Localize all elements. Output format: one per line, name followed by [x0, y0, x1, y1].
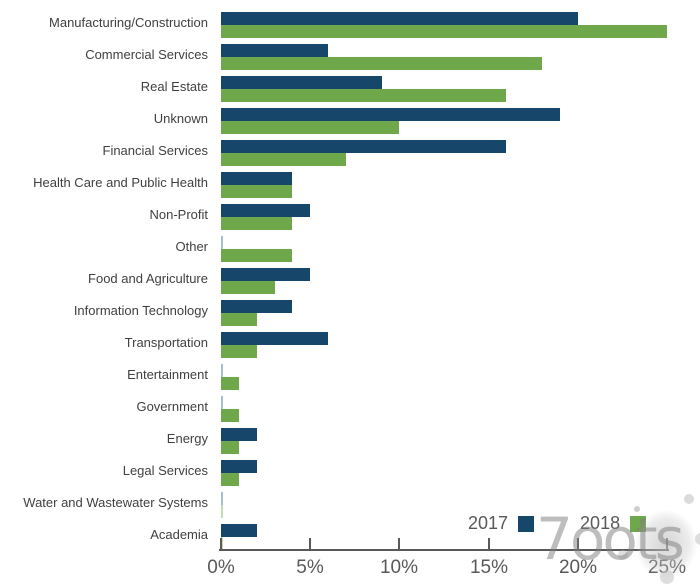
bar-2017 — [221, 492, 223, 505]
category-label: Information Technology — [73, 302, 208, 318]
category-label: Energy — [166, 430, 208, 446]
bar-2018 — [221, 25, 667, 38]
x-axis-tick — [577, 538, 579, 550]
category-label: Commercial Services — [85, 46, 208, 62]
bar-2018 — [221, 121, 399, 134]
bar-2018 — [221, 473, 239, 486]
chart-row: Government — [0, 390, 700, 422]
bar-2017 — [221, 428, 257, 441]
bar-2018 — [221, 185, 292, 198]
x-axis-tick — [309, 538, 311, 550]
bar-2018 — [221, 441, 239, 454]
x-axis-tick-label: 20% — [558, 557, 598, 578]
chart-row: Commercial Services — [0, 38, 700, 70]
chart-row: Non-Profit — [0, 198, 700, 230]
legend-item-2017: 2017 — [468, 513, 535, 534]
bar-2018 — [221, 57, 542, 70]
legend-label-2018: 2018 — [580, 513, 621, 533]
category-label: Food and Agriculture — [88, 270, 208, 286]
bar-2018 — [221, 249, 292, 262]
bar-2017 — [221, 44, 328, 57]
chart-legend: 2017 2018 — [468, 513, 647, 534]
chart-row: Energy — [0, 422, 700, 454]
category-label: Academia — [150, 526, 208, 542]
chart-row: Water and Wastewater Systems — [0, 486, 700, 518]
chart-row: Entertainment — [0, 358, 700, 390]
bar-2017 — [221, 460, 257, 473]
bar-2018 — [221, 345, 257, 358]
x-axis-tick-label: 0% — [207, 557, 235, 578]
legend-swatch-2018-icon — [630, 515, 647, 532]
category-label: Water and Wastewater Systems — [23, 494, 208, 510]
chart-row: Other — [0, 230, 700, 262]
legend-label-2017: 2017 — [468, 513, 509, 533]
bar-2017 — [221, 204, 310, 217]
bar-2017 — [221, 172, 292, 185]
bar-2018 — [221, 281, 275, 294]
chart-row: Legal Services — [0, 454, 700, 486]
chart-row: Unknown — [0, 102, 700, 134]
x-axis-line — [219, 549, 669, 551]
chart-row: Health Care and Public Health — [0, 166, 700, 198]
chart-row: Manufacturing/Construction — [0, 6, 700, 38]
bar-2018 — [221, 153, 346, 166]
bar-2017 — [221, 268, 310, 281]
x-axis-tick-label: 5% — [296, 557, 324, 578]
x-axis-tick — [398, 538, 400, 550]
chart-row: Information Technology — [0, 294, 700, 326]
bar-2018 — [221, 313, 257, 326]
x-axis-tick — [220, 538, 222, 550]
x-axis-tick-label: 25% — [647, 557, 687, 578]
bar-2018 — [221, 377, 239, 390]
bar-2018 — [221, 89, 506, 102]
bar-2018 — [221, 409, 239, 422]
category-label: Legal Services — [122, 462, 208, 478]
category-label: Financial Services — [102, 142, 209, 158]
x-axis-tick — [488, 538, 490, 550]
x-axis-tick-label: 15% — [469, 557, 509, 578]
chart-row: Food and Agriculture — [0, 262, 700, 294]
bar-2017 — [221, 396, 223, 409]
legend-item-2018: 2018 — [580, 513, 647, 534]
category-label: Manufacturing/Construction — [49, 14, 208, 30]
legend-swatch-2017-icon — [518, 515, 535, 532]
bar-2017 — [221, 332, 328, 345]
bar-2017 — [221, 12, 578, 25]
category-label: Unknown — [153, 110, 208, 126]
category-label: Health Care and Public Health — [33, 174, 208, 190]
bar-2018 — [221, 217, 292, 230]
category-label: Other — [175, 238, 208, 254]
x-axis-tick — [666, 538, 668, 550]
bar-2017 — [221, 300, 292, 313]
bar-2017 — [221, 524, 257, 537]
bar-2018 — [221, 537, 223, 550]
x-axis-tick-label: 10% — [379, 557, 419, 578]
chart-row: Financial Services — [0, 134, 700, 166]
category-label: Transportation — [124, 334, 208, 350]
chart-row: Academia — [0, 518, 700, 550]
bar-2018 — [221, 505, 223, 518]
bar-2017 — [221, 108, 560, 121]
bar-2017 — [221, 76, 382, 89]
chart-row: Transportation — [0, 326, 700, 358]
category-label: Non-Profit — [149, 206, 208, 222]
category-label: Real Estate — [140, 78, 208, 94]
bar-2017 — [221, 140, 506, 153]
chart-row: Real Estate — [0, 70, 700, 102]
category-label: Government — [136, 398, 208, 414]
category-label: Entertainment — [127, 366, 208, 382]
bar-2017 — [221, 236, 223, 249]
bar-2017 — [221, 364, 223, 377]
